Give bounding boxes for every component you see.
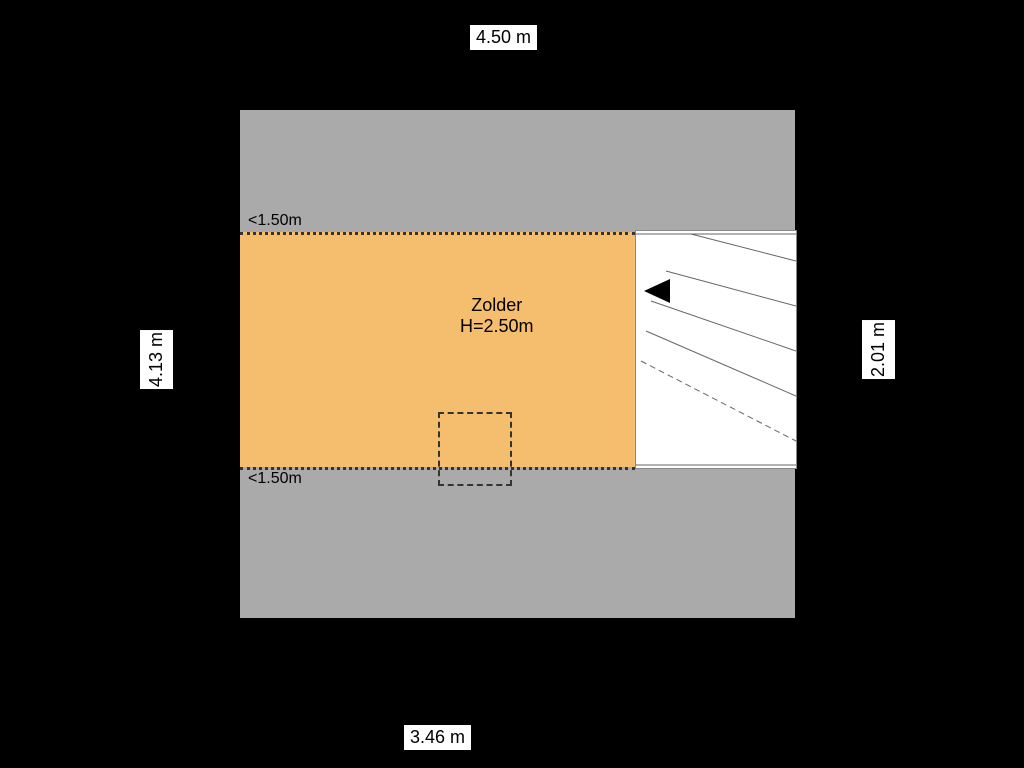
height-label-upper: <1.50m	[248, 212, 302, 230]
dim-bottom: 3.46 m	[404, 725, 471, 750]
dim-top: 4.50 m	[470, 25, 537, 50]
stair-area	[635, 230, 797, 469]
stair-svg	[636, 231, 796, 468]
room-height: H=2.50m	[460, 316, 534, 336]
room-label: Zolder H=2.50m	[460, 295, 534, 337]
stair-arrow-icon	[644, 279, 670, 303]
height-label-lower: <1.50m	[248, 470, 302, 488]
dashed-box	[438, 412, 512, 486]
dim-left: 4.13 m	[140, 330, 173, 389]
dim-right: 2.01 m	[862, 320, 895, 379]
dotted-line-upper	[240, 232, 635, 235]
room-name: Zolder	[471, 295, 522, 315]
